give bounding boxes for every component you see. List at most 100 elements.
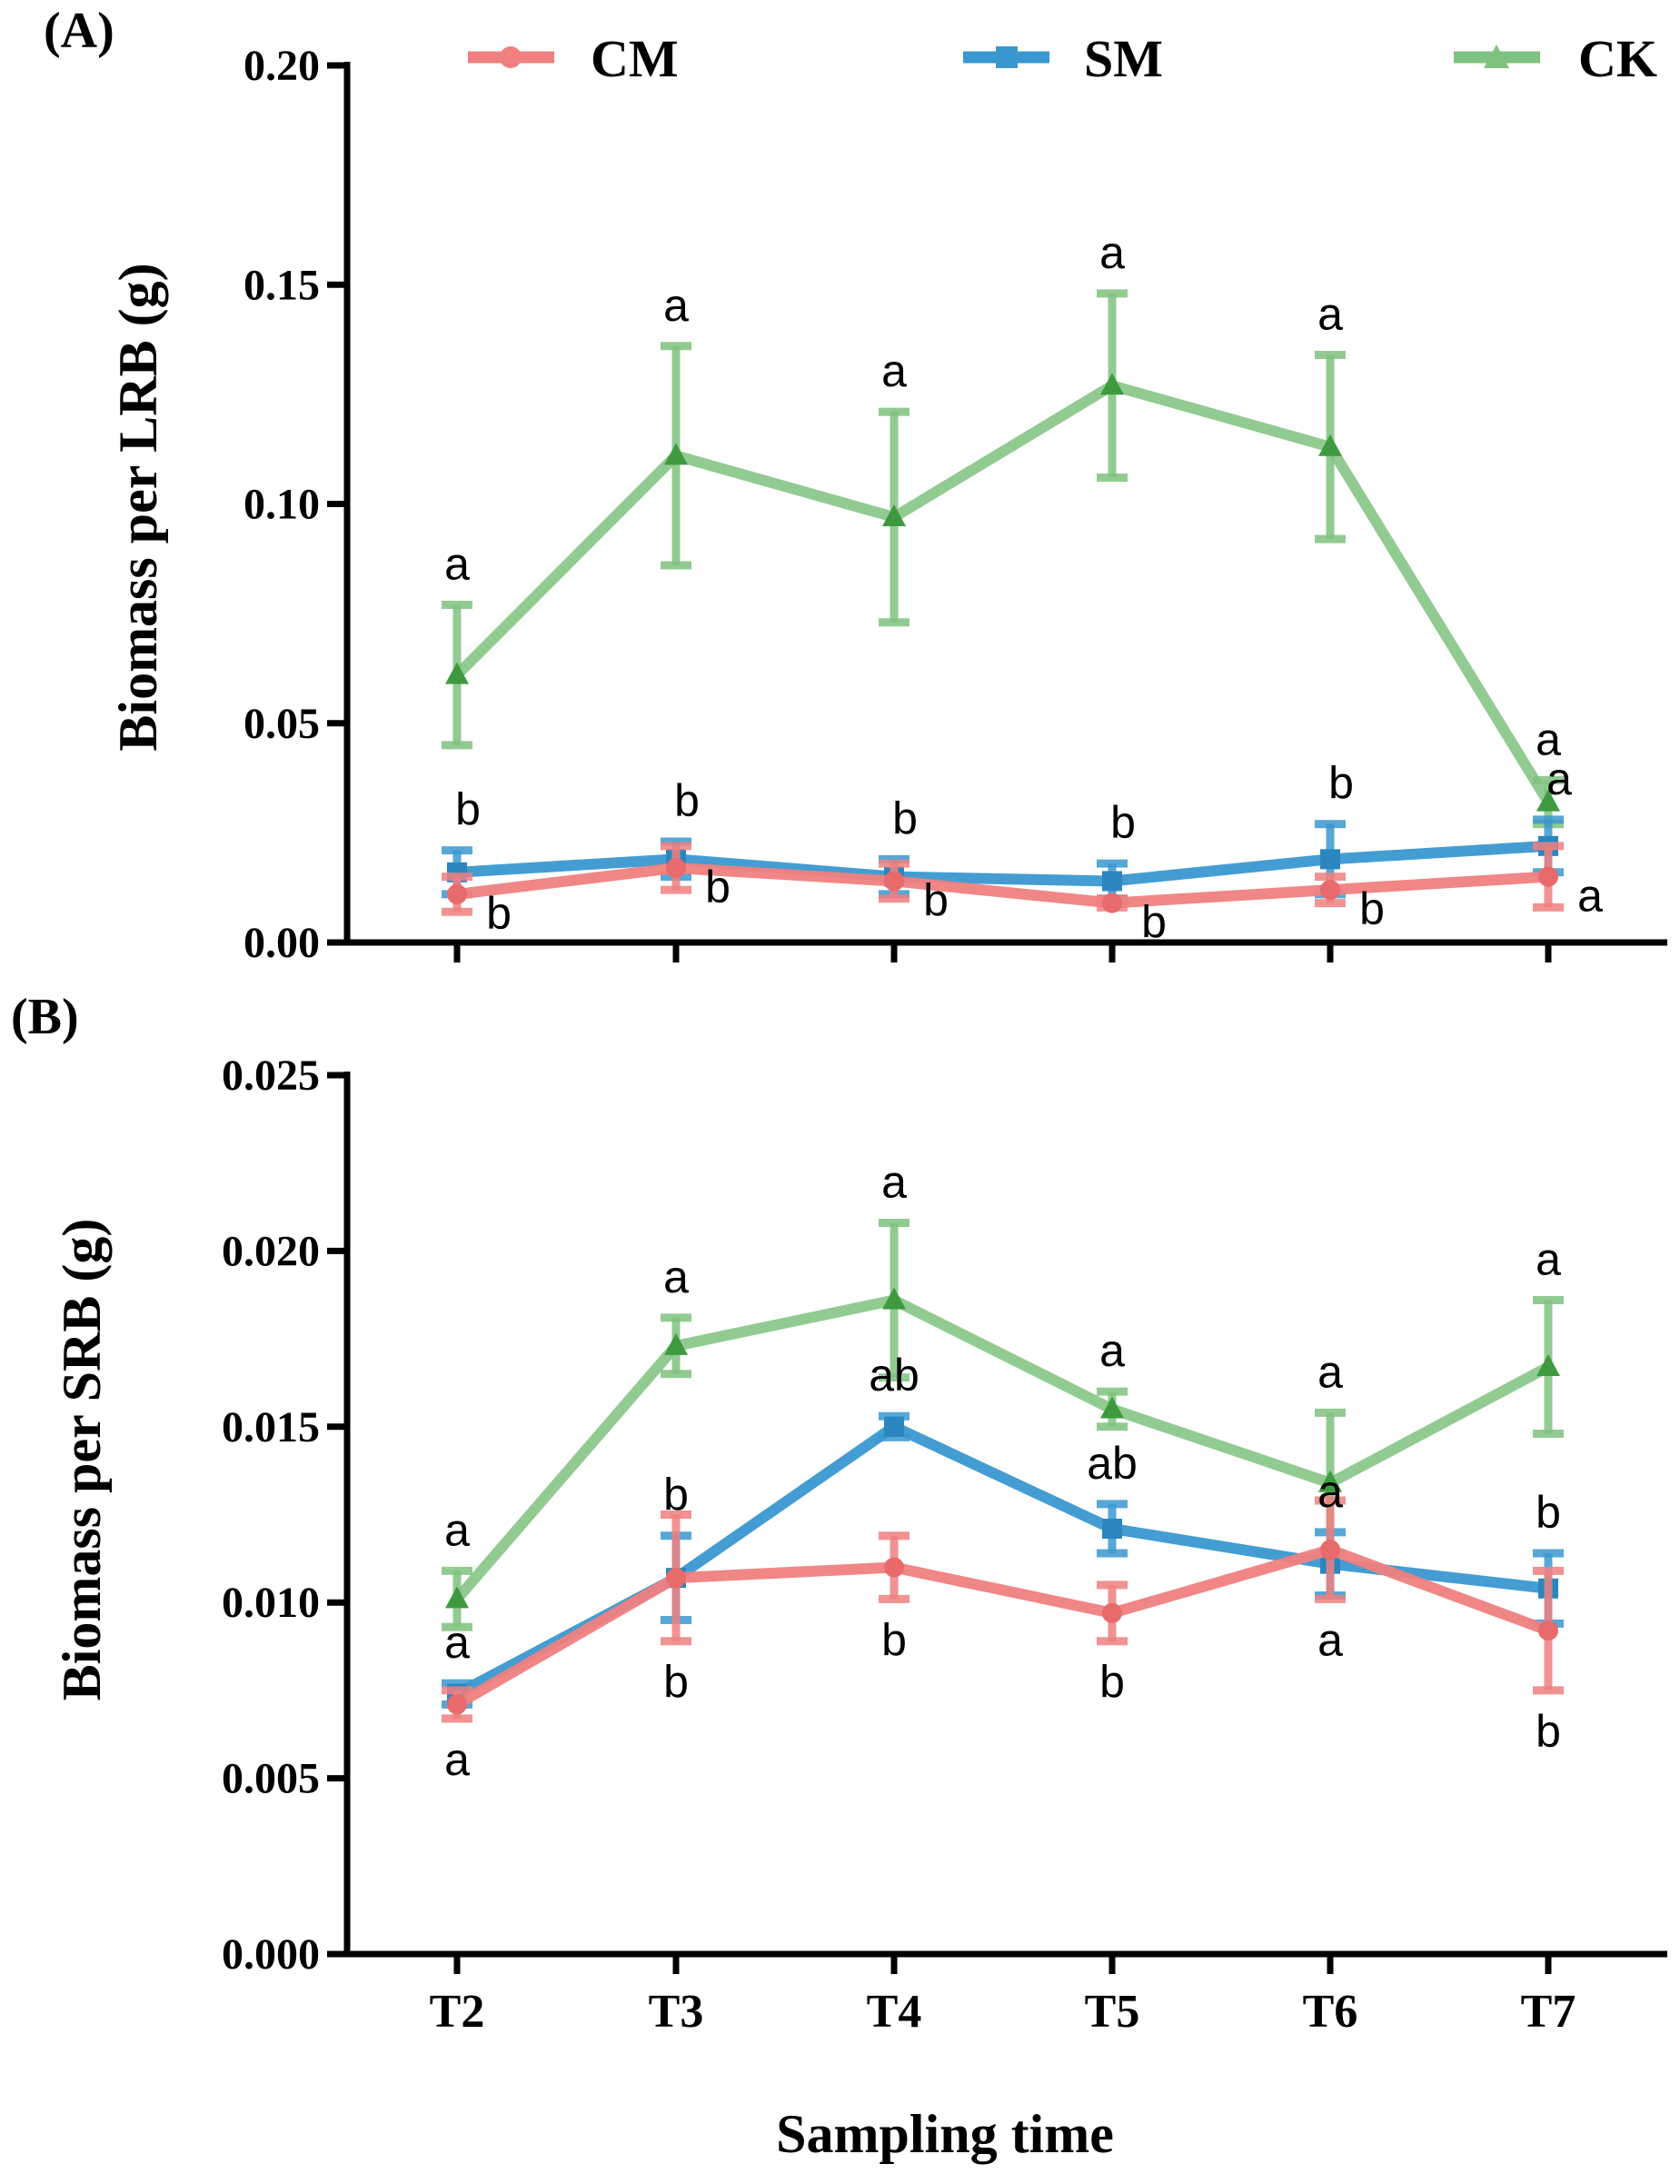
panel-a-ck-line [452, 380, 1554, 805]
panel-a-ck-sig-letter: a [881, 345, 907, 396]
panel-b-series-cm [442, 1496, 1564, 1723]
x-tick-label-t2: T2 [430, 1986, 485, 2038]
panel-b-ck-sig-letter: a [1317, 1346, 1343, 1397]
x-axis-title: Sampling time [776, 2104, 1114, 2164]
panel-b-cm-point-t6 [1320, 1540, 1340, 1561]
panel-a-cm-sig-letter: b [1359, 883, 1385, 934]
panel-b-ck-point-t7 [1536, 1354, 1560, 1377]
panel-a-y-tick-label: 0.10 [244, 481, 320, 529]
legend: CM SM CK [468, 29, 1657, 88]
panel-a-series-ck [442, 289, 1564, 829]
panel-b-sm-line [454, 1421, 1549, 1700]
panel-b-sm-sig-letter: b [1536, 1487, 1561, 1538]
panel-a-sm-line [456, 840, 1549, 887]
panel-a-ck-point-t6 [1318, 434, 1342, 456]
panel-a-y-tick-label: 0.15 [244, 261, 320, 309]
panel-b-cm-point-t4 [884, 1557, 904, 1578]
legend-marker-ck [1484, 45, 1509, 68]
panel-a-ck-sig-letter: a [444, 538, 470, 589]
x-tick-label-t7: T7 [1521, 1986, 1576, 2038]
panel-a-ck-point-t2 [445, 662, 469, 684]
panel-b-ck-sig-letter: a [663, 1252, 689, 1302]
x-tick-label-t5: T5 [1085, 1986, 1140, 2038]
panel-a-ck-sig-letter: a [1317, 288, 1343, 339]
panel-b-y-tick-label: 0.005 [222, 1755, 320, 1803]
panel-b-sm-sig-letter: ab [1087, 1438, 1138, 1489]
panel-b-cm-point-t7 [1538, 1621, 1558, 1641]
panel-b-sm-sig-letter: ab [869, 1350, 920, 1401]
panel-b-sm-sig-letter: b [663, 1470, 689, 1521]
panel-b-cm-sig-letter: b [881, 1614, 907, 1665]
panel-a-ck-point-t7 [1536, 789, 1560, 812]
panel-a-sm-point-t6 [1320, 849, 1340, 870]
panel-a-series-cm [442, 842, 1564, 916]
panel-b-cm-point-t3 [666, 1568, 686, 1589]
panel-a-sm-sig-letter: b [455, 784, 481, 835]
panel-a-sm-point-t5 [1102, 871, 1122, 892]
legend-marker-cm [500, 46, 522, 68]
panel-a-y-tick-label: 0.20 [244, 42, 320, 90]
panel-a-cm-point-t3 [666, 857, 686, 878]
panel-b-cm-sig-letter: b [1536, 1706, 1561, 1757]
x-tick-label-t4: T4 [867, 1986, 922, 2038]
panel-a-cm-point-t5 [1102, 893, 1122, 913]
panel-b-ck-sig-letter: a [1099, 1325, 1125, 1376]
panel-a-cm-point-t4 [884, 871, 904, 892]
panel-a-sm-sig-letter: b [1110, 797, 1136, 848]
panel-b-y-tick-label: 0.010 [222, 1579, 320, 1627]
panel-b-sm-sig-letter: a [1317, 1466, 1343, 1517]
legend-item-sm: SM [963, 29, 1163, 88]
panel-a-ck-point-t5 [1100, 373, 1124, 395]
panel-b-plot-area: 0.000 0.005 0.010 0.015 0.020 0.025 T2 T3 T4 T5 T6… [222, 1052, 1667, 2038]
panel-a-sm-sig-letter: a [1546, 753, 1572, 804]
panel-a-cm-sig-letter: b [705, 862, 731, 912]
panel-a-cm-line [456, 862, 1549, 909]
panel-b-cm-line [453, 1544, 1551, 1710]
panel-b-sm-sig-letter: a [444, 1617, 470, 1668]
panel-b-series-sm [442, 1411, 1564, 1709]
panel-b-y-tick-label: 0.000 [222, 1930, 320, 1979]
chart-panel-b: (B) Biomass per SRB (g) 0.000 0.005 0.010 0… [11, 989, 1667, 2038]
x-tick-label-t3: T3 [649, 1986, 704, 2038]
panel-b-ck-point-t2 [445, 1586, 469, 1609]
panel-b-sm-point-t5 [1102, 1518, 1122, 1539]
panel-b-ck-point-t4 [882, 1287, 906, 1310]
legend-label-ck: CK [1578, 29, 1657, 88]
panel-a-sm-sig-letter: b [1328, 758, 1354, 809]
panel-b-y-axis-title: Biomass per SRB (g) [52, 1219, 112, 1701]
panel-a-cm-sig-letter: b [923, 874, 949, 925]
panel-b-ck-point-t3 [664, 1332, 688, 1355]
legend-item-cm: CM [468, 29, 679, 88]
panel-a-sm-sig-letter: b [674, 775, 700, 826]
legend-marker-sm [996, 46, 1018, 68]
panel-b-ck-line [452, 1294, 1551, 1603]
panel-a-cm-sig-letter: b [1141, 897, 1167, 948]
panel-a-ck-point-t3 [664, 443, 688, 465]
panel-a-cm-sig-letter: a [1577, 871, 1603, 922]
panel-a-y-tick-label: 0.00 [244, 919, 320, 967]
panel-a-cm-point-t6 [1320, 880, 1340, 901]
panel-a-y-axis-title: Biomass per LRB (g) [108, 263, 168, 751]
panel-a-sm-sig-letter: b [892, 793, 918, 843]
panel-b-cm-sig-letter: b [1099, 1657, 1125, 1708]
panel-b-cm-point-t2 [447, 1694, 467, 1715]
panel-b-ck-sig-letter: a [881, 1156, 907, 1207]
panel-a-y-tick-label: 0.05 [244, 700, 320, 748]
panel-b-y-tick-label: 0.015 [222, 1403, 320, 1451]
panel-b-label: (B) [11, 989, 79, 1045]
legend-item-ck: CK [1454, 29, 1657, 88]
panel-a-ck-sig-letter: a [663, 280, 689, 331]
panel-a-ck-sig-letter: a [1536, 713, 1561, 764]
panel-a-label: (A) [44, 3, 114, 59]
panel-b-cm-sig-letter: a [444, 1734, 470, 1785]
panel-b-y-tick-label: 0.025 [222, 1052, 320, 1100]
legend-label-cm: CM [591, 29, 679, 88]
panel-b-cm-sig-letter: b [663, 1657, 689, 1708]
chart-panel-a: (A) Biomass per LRB (g) 0.00 0.05 0.10 0.15… [44, 3, 1667, 967]
panel-a-ck-sig-letter: a [1099, 227, 1125, 278]
panel-b-cm-point-t5 [1102, 1602, 1122, 1623]
panel-a-ck-point-t4 [882, 504, 906, 526]
x-tick-label-t6: T6 [1303, 1986, 1358, 2038]
